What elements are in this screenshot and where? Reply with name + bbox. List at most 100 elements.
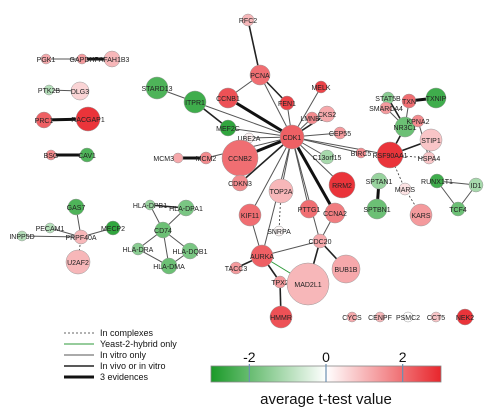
- node-nr3c1[interactable]: NR3C1: [394, 116, 417, 138]
- node-stard13[interactable]: STARD13: [142, 76, 173, 100]
- node-hla-dma[interactable]: HLA-DMA: [153, 257, 185, 275]
- node-circle: [160, 257, 178, 275]
- node-ptk2b[interactable]: PTK2B: [38, 84, 61, 96]
- node-lmnb1[interactable]: LMNB1: [300, 111, 324, 125]
- node-pecam1[interactable]: PECAM1: [36, 222, 65, 234]
- node-prc1[interactable]: PRC1: [35, 111, 54, 129]
- node-label: MELK: [311, 85, 330, 92]
- node-snrpa[interactable]: SNRPA: [267, 225, 291, 237]
- node-hla-dqb1[interactable]: HLA-DQB1: [172, 242, 208, 260]
- node-circle: [177, 199, 195, 217]
- node-label: CDK1: [283, 135, 302, 142]
- node-circle: [299, 199, 319, 219]
- node-hla-dpb1[interactable]: HLA-DPB1: [133, 199, 167, 211]
- node-ccnb2[interactable]: CCNB2: [221, 139, 259, 177]
- node-label: KPNA2: [407, 119, 430, 126]
- node-cycs[interactable]: CYCS: [342, 311, 362, 323]
- node-nek2[interactable]: NEK2: [456, 308, 474, 326]
- node-sptan1[interactable]: SPTAN1: [366, 172, 393, 190]
- node-itpr1[interactable]: ITPR1: [183, 90, 207, 114]
- node-gas7[interactable]: GAS7: [67, 198, 86, 216]
- node-mcm3[interactable]: MCM3: [153, 152, 184, 164]
- node-pafah1b3[interactable]: PAFAH1B3: [95, 50, 130, 68]
- node-mcm2[interactable]: MCM2: [196, 151, 217, 165]
- node-txnip[interactable]: TXNIP: [426, 87, 447, 109]
- node-top2a[interactable]: TOP2A: [268, 178, 294, 204]
- node-fen1[interactable]: FEN1: [278, 95, 296, 111]
- node-cav1[interactable]: CAV1: [78, 147, 96, 163]
- node-rfc2[interactable]: RFC2: [239, 13, 257, 27]
- node-label: AURKA: [250, 254, 274, 261]
- node-kpna2[interactable]: KPNA2: [407, 114, 430, 128]
- node-kars[interactable]: KARS: [409, 203, 433, 227]
- node-cdc20[interactable]: CDC20: [309, 233, 332, 249]
- node-pttg1[interactable]: PTTG1: [298, 199, 321, 219]
- node-mecp2[interactable]: MECP2: [101, 220, 125, 236]
- node-prpf40a[interactable]: PRPF40A: [65, 229, 97, 245]
- node-c13orf15[interactable]: C13orf15: [313, 149, 342, 165]
- node-txn[interactable]: TXN: [401, 93, 417, 109]
- node-rsf90aa1[interactable]: RSF90AA1: [372, 141, 408, 169]
- node-label: PRPF40A: [65, 235, 96, 242]
- node-melk[interactable]: MELK: [311, 80, 331, 94]
- node-birc5[interactable]: BIRC5: [351, 147, 372, 159]
- node-gapdh[interactable]: GAPDH: [70, 53, 95, 65]
- node-tacc3[interactable]: TACC3: [225, 261, 248, 275]
- node-circle: [366, 198, 388, 220]
- node-circle: [105, 220, 121, 236]
- node-circle: [238, 203, 262, 227]
- node-sptbn1[interactable]: SPTBN1: [363, 198, 391, 220]
- node-psmc2[interactable]: PSMC2: [396, 311, 420, 323]
- node-label: BUB1B: [335, 267, 358, 274]
- node-ccnb1[interactable]: CCNB1: [216, 87, 240, 109]
- node-cdk1[interactable]: CDK1: [279, 124, 305, 150]
- node-runx1t1[interactable]: RUNX1T1: [421, 173, 453, 189]
- node-circle: [312, 233, 328, 249]
- node-label: CENPF: [368, 315, 392, 322]
- node-rrm2[interactable]: RRM2: [328, 171, 356, 199]
- node-stip1[interactable]: STIP1: [419, 128, 443, 152]
- node-inpp5d[interactable]: INPP5D: [9, 230, 35, 242]
- node-mef2c[interactable]: MEF2C: [216, 119, 240, 137]
- node-dlg3[interactable]: DLG3: [70, 81, 90, 101]
- node-circle: [450, 201, 466, 217]
- node-tpx2[interactable]: TPX2: [271, 275, 289, 289]
- node-circle: [79, 147, 95, 163]
- node-hla-dra[interactable]: HLA-DRA: [123, 242, 154, 256]
- node-circle: [422, 151, 436, 165]
- node-label: UBE2A: [238, 136, 261, 143]
- legend-label-yeast: Yeast-2-hybrid only: [100, 339, 177, 349]
- node-mars[interactable]: MARS: [395, 182, 416, 196]
- node-mad2l1[interactable]: MAD2L1: [286, 262, 330, 306]
- node-label: DLG3: [71, 89, 89, 96]
- node-cdkn3[interactable]: CDKN3: [228, 174, 252, 192]
- node-hla-dpa1[interactable]: HLA-DPA1: [169, 199, 203, 217]
- node-hspa4[interactable]: HSPA4: [418, 151, 441, 165]
- node-label: RSF90AA1: [372, 153, 407, 160]
- node-cep55[interactable]: CEP55: [329, 126, 351, 140]
- node-label: SNRPA: [267, 229, 291, 236]
- node-id1[interactable]: ID1: [468, 177, 484, 193]
- node-pcna[interactable]: PCNA: [249, 64, 271, 86]
- node-label: CCT5: [427, 315, 445, 322]
- node-circle: [229, 261, 243, 275]
- node-bsg[interactable]: BSG: [44, 149, 59, 161]
- node-hmmr[interactable]: HMMR: [269, 305, 293, 329]
- node-cenpf[interactable]: CENPF: [368, 311, 392, 323]
- node-cd74[interactable]: CD74: [154, 221, 172, 239]
- node-smarca4[interactable]: SMARCA4: [369, 101, 403, 115]
- node-ccna2[interactable]: CCNA2: [323, 202, 347, 224]
- node-aurka[interactable]: AURKA: [250, 244, 274, 268]
- node-tcf4[interactable]: TCF4: [449, 201, 467, 217]
- node-racgap1[interactable]: RACGAP1: [71, 106, 105, 132]
- node-circle: [43, 84, 55, 96]
- node-cct5[interactable]: CCT5: [427, 311, 445, 323]
- node-kif11[interactable]: KIF11: [238, 203, 262, 227]
- node-circle: [269, 305, 293, 329]
- node-pgk1[interactable]: PGK1: [37, 53, 56, 65]
- node-bub1b[interactable]: BUB1B: [331, 254, 361, 284]
- node-circle: [131, 242, 145, 256]
- node-u2af2[interactable]: U2AF2: [65, 249, 91, 275]
- node-cks2[interactable]: CKS2: [318, 105, 336, 123]
